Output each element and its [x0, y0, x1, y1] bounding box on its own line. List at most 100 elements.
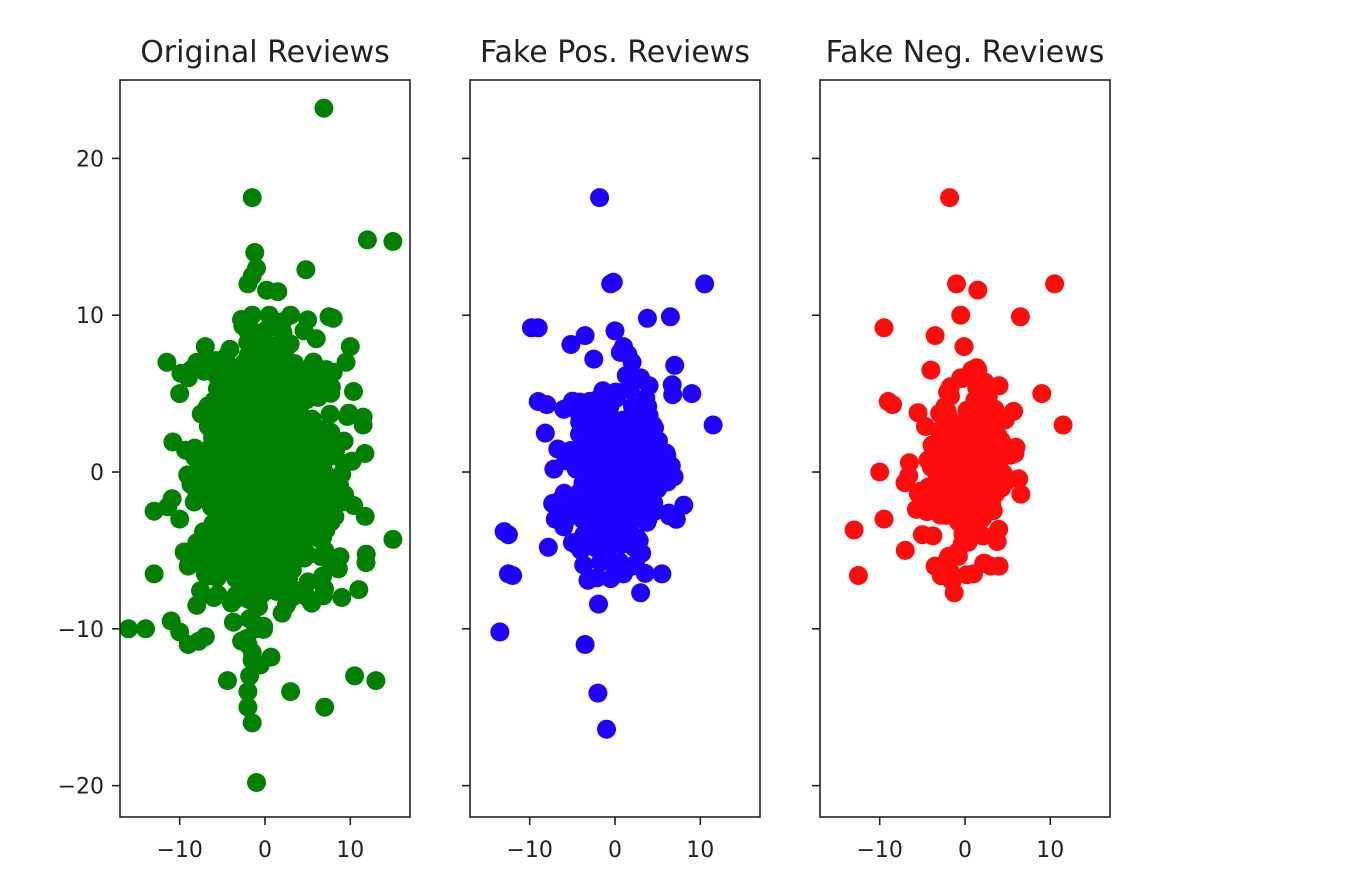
- scatter-point: [218, 671, 237, 691]
- scatter-point: [261, 647, 281, 667]
- scatter-point: [917, 502, 937, 522]
- scatter-point: [238, 493, 258, 513]
- scatter-point: [242, 188, 262, 208]
- x-tick-label: 10: [1036, 838, 1064, 863]
- scatter-point: [250, 587, 270, 606]
- scatter-panel-3: Fake Neg. Reviews −10 0 10: [812, 35, 1111, 863]
- scatter-point: [592, 437, 611, 457]
- y-tick-label: −20: [58, 775, 104, 800]
- scatter-point: [238, 540, 258, 560]
- scatter-point: [296, 260, 316, 280]
- scatter-point: [288, 501, 308, 521]
- scatter-point: [703, 415, 723, 435]
- scatter-point: [274, 580, 294, 600]
- scatter-point: [870, 462, 890, 482]
- scatter-point: [954, 337, 974, 357]
- scatter-point: [1045, 274, 1065, 294]
- scatter-point: [216, 545, 236, 565]
- scatter-point: [652, 564, 672, 584]
- scatter-point: [223, 612, 243, 632]
- scatter-point: [932, 491, 951, 511]
- scatter-point: [922, 435, 942, 455]
- scatter-point: [989, 519, 1009, 539]
- scatter-point: [545, 509, 565, 529]
- scatter-point: [674, 495, 694, 515]
- y-tick-label: 0: [90, 461, 104, 486]
- scatter-point: [281, 305, 301, 325]
- scatter-point: [259, 305, 279, 325]
- scatter-point: [589, 594, 608, 614]
- scatter-point: [238, 446, 258, 466]
- scatter-point: [157, 352, 177, 372]
- scatter-point: [242, 713, 262, 733]
- scatter-point: [948, 504, 968, 524]
- scatter-point: [238, 274, 258, 294]
- scatter-point: [240, 666, 260, 686]
- scatter-point: [938, 548, 958, 568]
- scatter-point: [268, 448, 288, 467]
- scatter-point: [259, 384, 279, 404]
- scatter-point: [921, 360, 941, 380]
- scatter-point: [144, 501, 164, 521]
- scatter-point: [187, 595, 207, 615]
- scatter-point: [635, 475, 655, 495]
- scatter-point: [1005, 443, 1025, 463]
- scatter-point: [136, 619, 156, 639]
- scatter-point: [247, 368, 266, 388]
- scatter-point: [562, 533, 582, 553]
- scatter-point: [656, 443, 676, 463]
- scatter-point: [639, 505, 659, 525]
- scatter-point: [344, 496, 364, 515]
- scatter-point: [247, 431, 266, 451]
- y-tick-label: 10: [76, 304, 104, 329]
- scatter-point: [528, 318, 548, 338]
- panel-title: Original Reviews: [140, 35, 390, 70]
- scatter-point: [242, 509, 262, 529]
- scatter-point: [608, 439, 628, 459]
- x-tick-label: −10: [856, 838, 902, 863]
- scatter-point: [187, 533, 207, 553]
- scatter-point: [325, 507, 345, 527]
- scatter-point: [195, 337, 215, 357]
- scatter-point: [238, 635, 258, 654]
- scatter-point: [961, 406, 981, 426]
- scatter-point: [943, 465, 963, 484]
- scatter-point: [605, 321, 625, 341]
- scatter-point: [195, 564, 215, 584]
- scatter-point: [229, 572, 249, 592]
- scatter-point: [968, 360, 988, 380]
- scatter-point: [234, 525, 254, 545]
- scatter-point: [883, 395, 902, 415]
- scatter-point: [247, 462, 266, 482]
- scatter-point: [554, 399, 574, 419]
- scatter-point: [366, 671, 386, 691]
- scatter-point: [587, 568, 607, 588]
- scatter-point: [609, 383, 629, 403]
- scatter-point: [313, 456, 333, 476]
- y-tick-label: −10: [58, 618, 104, 643]
- scatter-point: [267, 551, 286, 571]
- scatter-point: [328, 559, 348, 579]
- scatter-point: [594, 423, 614, 443]
- scatter-point: [895, 540, 915, 560]
- scatter-point: [648, 460, 668, 480]
- scatter-point: [597, 719, 616, 739]
- scatter-point: [848, 566, 868, 585]
- scatter-point: [570, 494, 590, 514]
- scatter-point: [247, 556, 266, 576]
- scatter-point: [874, 509, 894, 529]
- scatter-point: [287, 464, 307, 483]
- scatter-point: [498, 525, 518, 545]
- scatter-point: [1011, 484, 1031, 504]
- scatter-point: [931, 475, 951, 495]
- scatter-point: [695, 274, 715, 294]
- scatter-point: [1010, 307, 1030, 327]
- scatter-point: [660, 307, 680, 327]
- x-tick-label: 0: [258, 838, 272, 863]
- scatter-point: [217, 446, 237, 466]
- scatter-point: [297, 544, 317, 564]
- scatter-point: [592, 548, 612, 568]
- scatter-point: [912, 525, 932, 545]
- scatter-point: [306, 329, 326, 349]
- scatter-point: [195, 627, 215, 647]
